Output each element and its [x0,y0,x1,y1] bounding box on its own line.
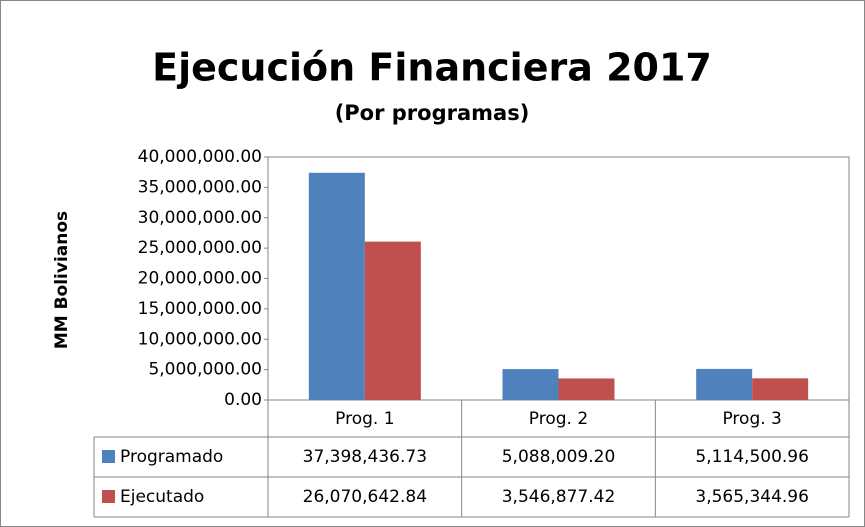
bar [364,241,421,400]
y-tick-label: 15,000,000.00 [138,299,262,319]
table-value: 3,546,877.42 [502,487,616,507]
y-tick-label: 20,000,000.00 [138,269,262,289]
table-value: 3,565,344.96 [695,487,809,507]
bar [502,369,559,400]
x-tick-label: Prog. 3 [722,409,781,429]
y-tick-label: 35,000,000.00 [138,177,262,197]
legend-label: Ejecutado [120,487,204,507]
table-value: 26,070,642.84 [303,487,427,507]
chart-subtitle: (Por programas) [335,101,530,125]
y-axis-label: MM Bolivianos [52,211,72,349]
y-tick-label: 40,000,000.00 [138,147,262,167]
y-tick-label: 0.00 [224,390,262,410]
bar [752,378,809,400]
chart-title: Ejecución Financiera 2017 [152,46,712,90]
table-value: 37,398,436.73 [303,447,427,467]
y-tick-label: 5,000,000.00 [148,360,262,380]
legend-swatch [102,450,115,463]
legend-label: Programado [120,447,223,467]
y-tick-label: 10,000,000.00 [138,329,262,349]
bar [558,378,615,400]
y-tick-label: 30,000,000.00 [138,208,262,228]
bar [696,368,753,400]
y-tick-label: 25,000,000.00 [138,238,262,258]
x-tick-label: Prog. 1 [335,409,394,429]
table-value: 5,088,009.20 [502,447,616,467]
bar [308,172,365,400]
table-value: 5,114,500.96 [695,447,809,467]
x-tick-label: Prog. 2 [529,409,588,429]
legend-swatch [102,490,115,503]
